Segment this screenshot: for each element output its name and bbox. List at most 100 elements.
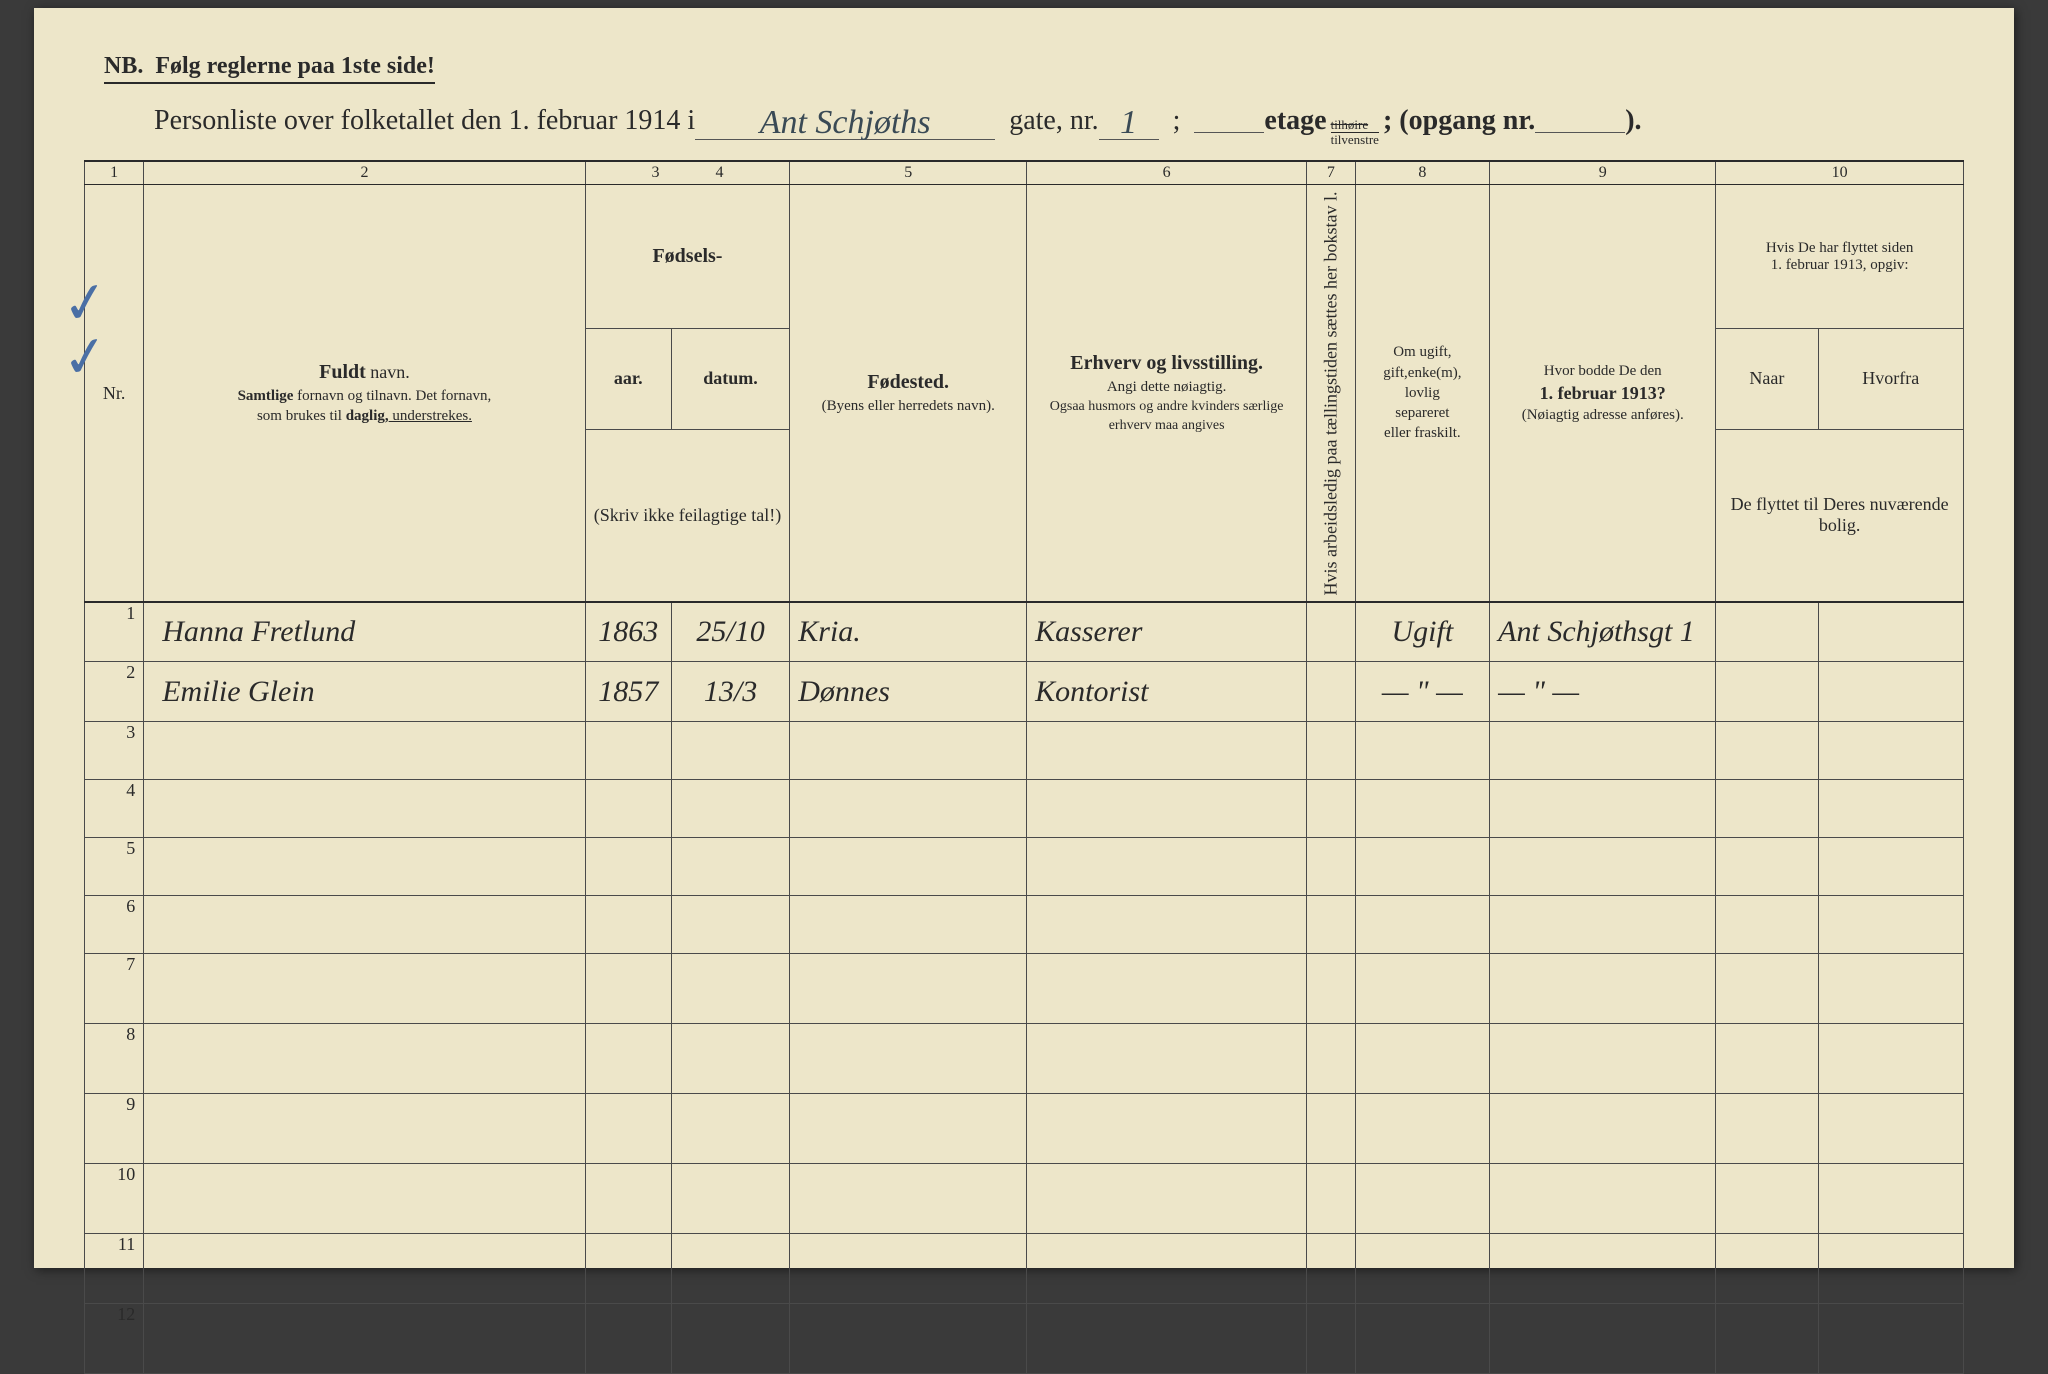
- cell-birthplace: [790, 1304, 1027, 1374]
- cell-marital: [1355, 722, 1490, 780]
- table-row: 3: [85, 722, 1964, 780]
- cell-prev-addr: [1490, 1234, 1716, 1304]
- hdr-from: Hvorfra: [1818, 329, 1963, 430]
- table-row: 1Hanna Fretlund186325/10Kria.KassererUgi…: [85, 602, 1964, 662]
- cell-name: [144, 1024, 585, 1094]
- cell-when: [1716, 1234, 1818, 1304]
- cell-occupation: Kasserer: [1027, 602, 1307, 662]
- cell-from: [1818, 662, 1963, 722]
- cell-year: [585, 1094, 671, 1164]
- cell-from: [1818, 1094, 1963, 1164]
- row-nr: 3: [85, 722, 144, 780]
- hdr-moved: Hvis De har flyttet siden 1. februar 191…: [1716, 185, 1964, 329]
- cell-marital: [1355, 780, 1490, 838]
- cell-year: 1857: [585, 662, 671, 722]
- cell-name: Emilie Glein: [144, 662, 585, 722]
- hdr-year: aar.: [585, 329, 671, 430]
- cell-when: [1716, 1094, 1818, 1164]
- nb-instruction: NB. Følg reglerne paa 1ste side!: [104, 53, 435, 84]
- table-row: 2Emilie Glein185713/3DønnesKontorist— " …: [85, 662, 1964, 722]
- cell-date: [671, 722, 789, 780]
- hdr-marital: Om ugift, gift,enke(m), lovlig separeret…: [1355, 185, 1490, 602]
- cell-name: [144, 780, 585, 838]
- row-nr: 4: [85, 780, 144, 838]
- cell-work: [1307, 1234, 1355, 1304]
- cell-when: [1716, 954, 1818, 1024]
- cell-work: [1307, 1164, 1355, 1234]
- cell-name: [144, 1164, 585, 1234]
- row-nr: 9: [85, 1094, 144, 1164]
- cell-from: [1818, 1234, 1963, 1304]
- hdr-moved-sub: De flyttet til Deres nuværende bolig.: [1716, 429, 1964, 602]
- cell-date: [671, 1164, 789, 1234]
- row-nr: 8: [85, 1024, 144, 1094]
- table-row: 12: [85, 1304, 1964, 1374]
- colnum-9: 9: [1490, 161, 1716, 185]
- census-table: 1 2 3 4 5 6 7 8 9 10 Nr. Fuldt navn. Sam…: [84, 160, 1964, 1374]
- cell-date: [671, 1024, 789, 1094]
- cell-from: [1818, 1024, 1963, 1094]
- etage-nr-field: [1194, 132, 1264, 133]
- gate-label: gate, nr.: [1009, 105, 1098, 137]
- cell-birthplace: [790, 1234, 1027, 1304]
- cell-prev-addr: [1490, 954, 1716, 1024]
- cell-birthplace: [790, 1164, 1027, 1234]
- cell-work: [1307, 662, 1355, 722]
- cell-name: [144, 896, 585, 954]
- cell-year: [585, 722, 671, 780]
- close-paren: ).: [1625, 105, 1641, 137]
- semicolon: ;: [1173, 105, 1181, 137]
- table-body: 1Hanna Fretlund186325/10Kria.KassererUgi…: [85, 602, 1964, 1374]
- cell-occupation: [1027, 838, 1307, 896]
- cell-prev-addr: [1490, 838, 1716, 896]
- street-field: Ant Schjøths: [695, 108, 995, 140]
- cell-from: [1818, 954, 1963, 1024]
- colnum-6: 6: [1027, 161, 1307, 185]
- cell-birthplace: [790, 1024, 1027, 1094]
- cell-prev-addr: [1490, 1164, 1716, 1234]
- checkmark-row-2: ✓: [58, 321, 114, 393]
- cell-year: [585, 780, 671, 838]
- cell-year: [585, 896, 671, 954]
- cell-work: [1307, 1304, 1355, 1374]
- cell-year: [585, 1304, 671, 1374]
- etage-label: etage: [1264, 105, 1326, 137]
- cell-when: [1716, 1304, 1818, 1374]
- cell-occupation: [1027, 1234, 1307, 1304]
- cell-date: [671, 838, 789, 896]
- table-row: 11: [85, 1234, 1964, 1304]
- hdr-birth-note: (Skriv ikke feilagtige tal!): [585, 429, 790, 602]
- cell-birthplace: [790, 838, 1027, 896]
- table-row: 8: [85, 1024, 1964, 1094]
- form-title-line: Personliste over folketallet den 1. febr…: [154, 104, 1964, 146]
- cell-from: [1818, 780, 1963, 838]
- cell-occupation: [1027, 780, 1307, 838]
- cell-birthplace: [790, 1094, 1027, 1164]
- cell-date: [671, 780, 789, 838]
- row-nr: 1: [85, 602, 144, 662]
- colnum-10: 10: [1716, 161, 1964, 185]
- cell-marital: [1355, 1304, 1490, 1374]
- cell-prev-addr: [1490, 896, 1716, 954]
- cell-birthplace: [790, 954, 1027, 1024]
- cell-when: [1716, 722, 1818, 780]
- row-nr: 10: [85, 1164, 144, 1234]
- cell-marital: [1355, 1024, 1490, 1094]
- table-header: 1 2 3 4 5 6 7 8 9 10 Nr. Fuldt navn. Sam…: [85, 161, 1964, 602]
- cell-name: [144, 1234, 585, 1304]
- nb-text: Følg reglerne paa 1ste side!: [155, 53, 435, 79]
- cell-prev-addr: [1490, 722, 1716, 780]
- row-nr: 6: [85, 896, 144, 954]
- cell-birthplace: [790, 722, 1027, 780]
- table-row: 5: [85, 838, 1964, 896]
- table-row: 7: [85, 954, 1964, 1024]
- colnum-5: 5: [790, 161, 1027, 185]
- cell-when: [1716, 662, 1818, 722]
- cell-year: [585, 838, 671, 896]
- colnum-1: 1: [85, 161, 144, 185]
- cell-year: 1863: [585, 602, 671, 662]
- opgang-nr-field: [1535, 132, 1625, 133]
- cell-name: [144, 838, 585, 896]
- colnum-8: 8: [1355, 161, 1490, 185]
- cell-occupation: [1027, 1164, 1307, 1234]
